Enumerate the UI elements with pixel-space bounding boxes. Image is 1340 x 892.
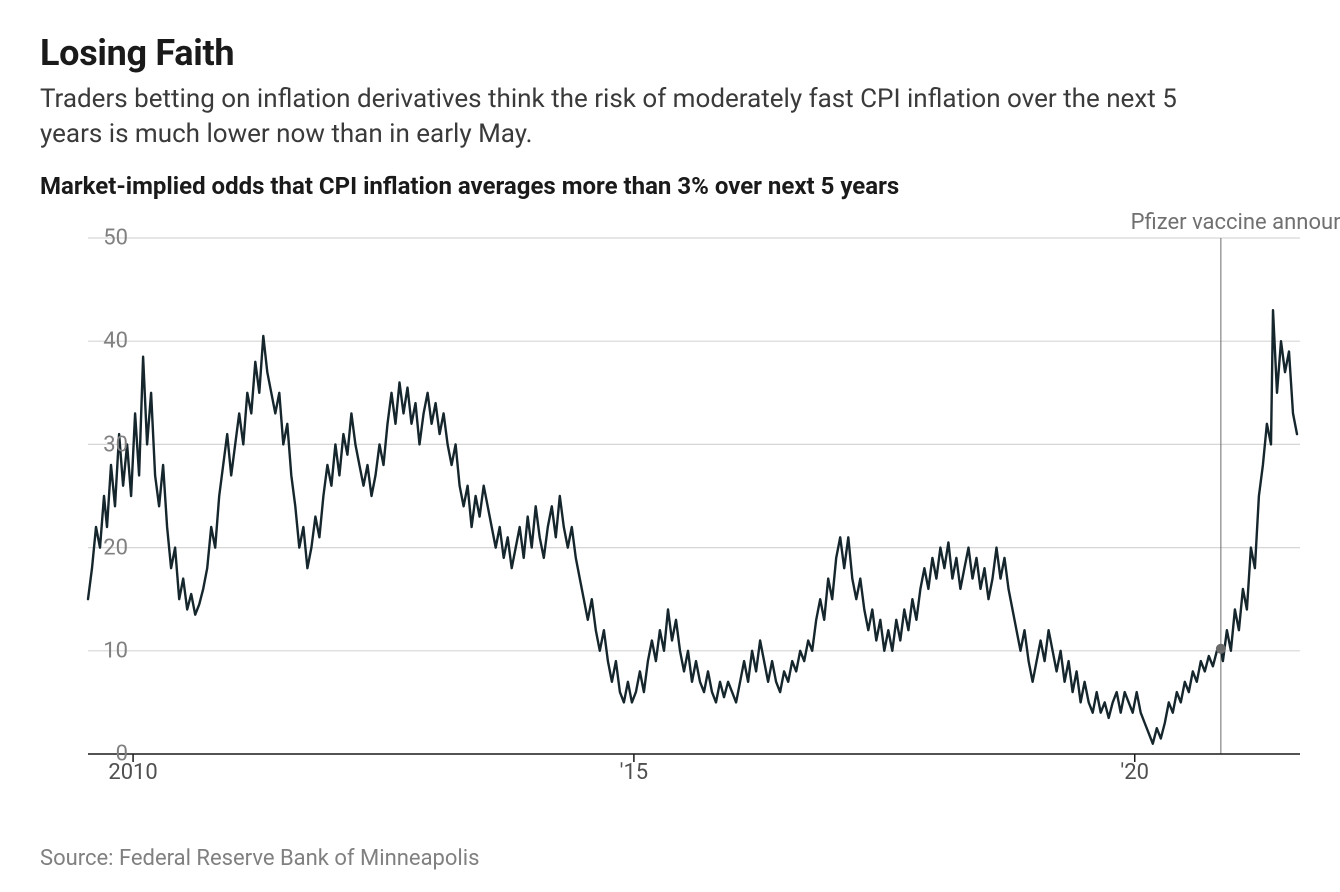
chart-source: Source: Federal Reserve Bank of Minneapo… [40,846,1300,871]
x-tick-label: '15 [620,754,649,785]
chart-series-title: Market-implied odds that CPI inflation a… [40,172,1300,200]
chart-subtitle: Traders betting on inflation derivatives… [40,82,1240,152]
chart-container: 01020304050 2010'15'20 Pfizer vaccine an… [40,208,1300,798]
y-tick-label: 30 [88,432,128,457]
x-tick-label: '20 [1120,754,1149,785]
y-tick-label: 10 [88,638,128,663]
y-tick-label: 20 [88,535,128,560]
annotation-label: Pfizer vaccine announced [1131,210,1340,235]
y-tick-label: 50 [88,226,128,251]
line-chart-svg [40,208,1300,798]
x-tick-label: 2010 [108,754,157,785]
y-tick-label: 40 [88,329,128,354]
chart-headline: Losing Faith [40,32,1300,74]
